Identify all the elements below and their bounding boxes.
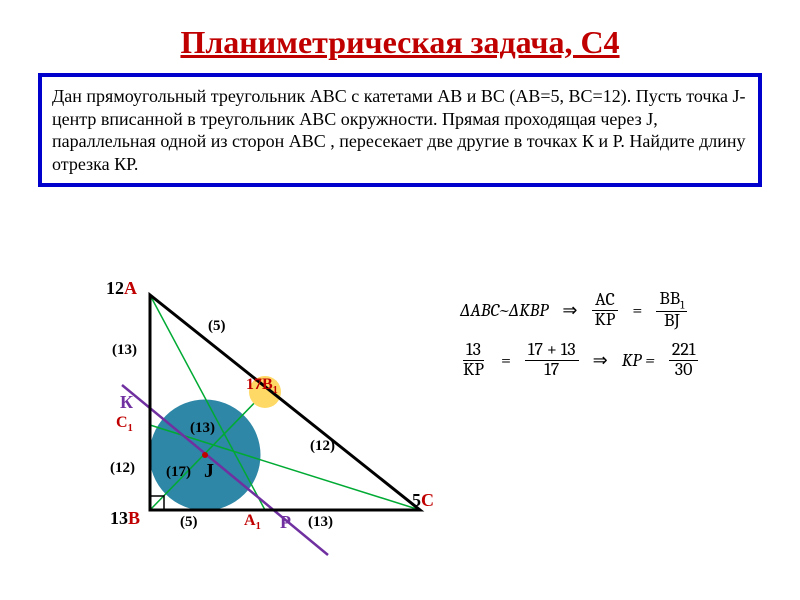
problem-text: Дан прямоугольный треугольник АВС с кате… [52, 86, 746, 174]
diagram-svg [80, 280, 460, 580]
label-b1: 17В1 [246, 376, 278, 396]
geometry-diagram: 12А 13В 5С К Р J С1 А1 17В1 (13) (5) (12… [80, 280, 460, 580]
label-vertex-c: 5С [412, 490, 434, 511]
label-k: К [120, 392, 133, 413]
annot-ab-lower: (12) [110, 460, 135, 477]
label-j: J [204, 460, 214, 483]
frac-ac-kp: AC KP [591, 291, 618, 330]
label-p: Р [280, 512, 291, 533]
label-vertex-a: 12А [106, 278, 137, 299]
formula-numeric: 13 KP = 17 + 13 17 ⇒ KP = 221 30 [460, 341, 790, 380]
annot-ab-upper: (13) [112, 342, 137, 359]
annot-bc-left: (5) [180, 514, 198, 531]
label-vertex-b: 13В [110, 508, 140, 529]
formula-area: ∆ABC~∆KBP ⇒ AC KP = BB1 BJ 13 KP = 17 + … [460, 290, 790, 390]
problem-statement-box: Дан прямоугольный треугольник АВС с кате… [38, 73, 762, 187]
formula-similarity: ∆ABC~∆KBP ⇒ AC KP = BB1 BJ [460, 290, 790, 331]
annot-j-17: (17) [166, 464, 191, 481]
frac-30-17: 17 + 13 17 [525, 341, 579, 380]
frac-bb1-bj: BB1 BJ [656, 290, 687, 331]
frac-13-kp: 13 KP [460, 341, 487, 380]
annot-bc-right: (13) [308, 514, 333, 531]
label-c1: С1 [116, 414, 133, 434]
frac-result: 221 30 [669, 341, 699, 380]
annot-ac-lower: (12) [310, 438, 335, 455]
annot-ac-upper: (5) [208, 318, 226, 335]
page-title: Планиметрическая задача, С4 [0, 0, 800, 61]
annot-j-13: (13) [190, 420, 215, 437]
label-a1: А1 [244, 512, 261, 532]
